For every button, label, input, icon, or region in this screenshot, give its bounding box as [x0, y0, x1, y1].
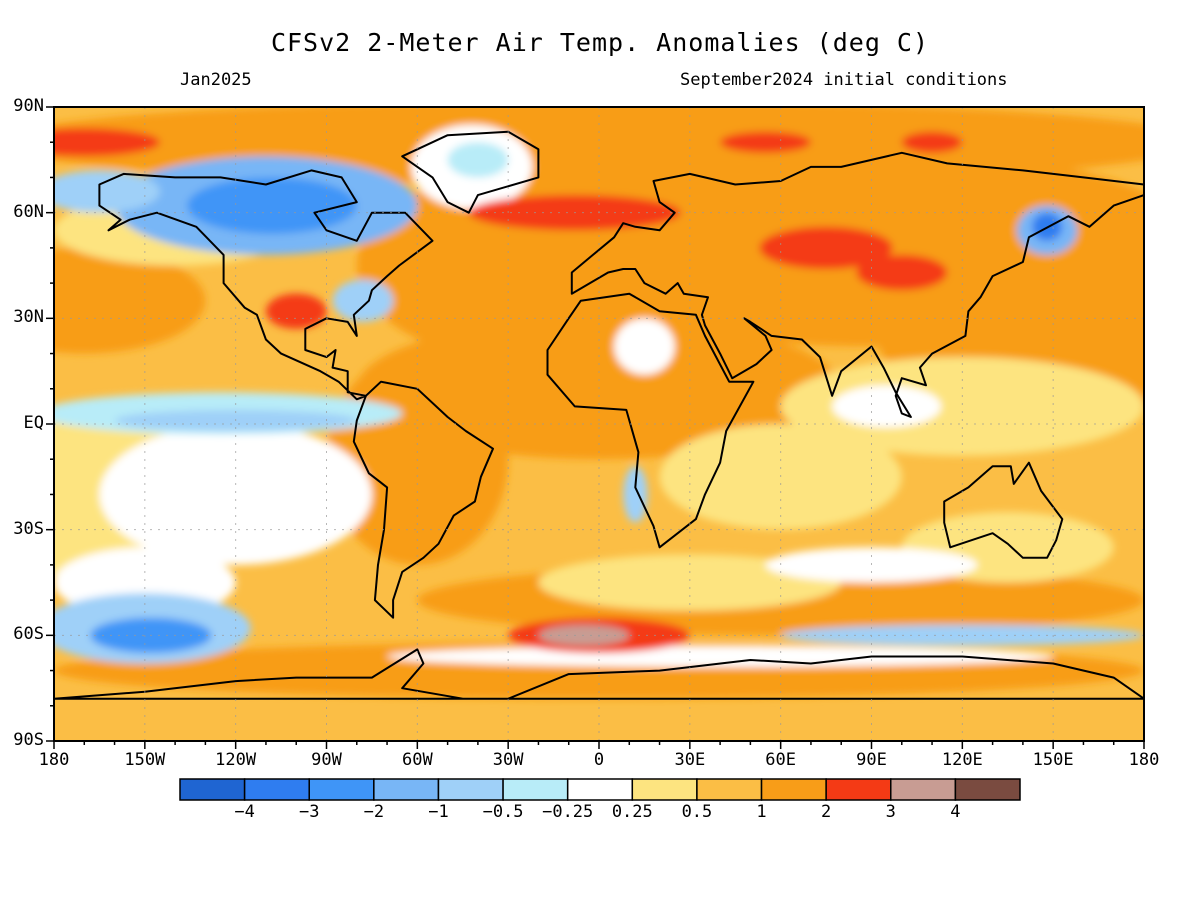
lon-label: 0 [593, 750, 605, 770]
colorbar-label: −1 [428, 802, 449, 822]
texas-hot [265, 293, 327, 329]
colorbar-swatch [308, 778, 375, 801]
kazakhstan-hot [759, 226, 893, 270]
greenland-cool [447, 142, 509, 178]
lon-label: 150E [1032, 750, 1074, 770]
southeast-pacific-white [99, 424, 372, 565]
lon-label: 90E [856, 750, 887, 770]
lon-label: 120E [941, 750, 983, 770]
lat-label: 60S [13, 624, 44, 645]
lat-label: 30N [13, 307, 44, 328]
lon-label: 30E [674, 750, 706, 770]
initial-conditions-label: September2024 initial conditions [680, 70, 1008, 90]
lat-label: EQ [23, 413, 44, 433]
colorbar-label: −2 [363, 802, 385, 822]
lon-label: 180 [38, 750, 70, 770]
lat-label: 90S [13, 730, 44, 750]
colorbar-label: −3 [298, 802, 320, 822]
colorbar-swatch [179, 778, 246, 801]
lon-label: 90W [311, 750, 342, 770]
colorbar-swatch [566, 778, 634, 801]
colorbar-label: 4 [950, 802, 961, 822]
lat-label: 60N [13, 201, 44, 222]
east-us-cool [332, 279, 394, 322]
lat-label: 90N [13, 96, 44, 116]
benguela-cool [623, 466, 648, 523]
colorbar-label: 3 [885, 802, 896, 822]
lon-label: 60E [765, 750, 797, 770]
mongolia-hot [856, 254, 948, 291]
chukchi-hot [54, 128, 160, 157]
map-title: CFSv2 2-Meter Air Temp. Anomalies (deg C… [270, 28, 930, 57]
lon-label: 30W [492, 750, 524, 770]
north-america-coast [98, 169, 434, 401]
colorbar-swatch [631, 778, 698, 801]
colorbar-swatch [437, 778, 504, 801]
valid-month-label: Jan2025 [180, 70, 252, 90]
north-pacific-warm [54, 247, 206, 354]
barents-hot [720, 131, 811, 153]
alaska-cool [54, 170, 160, 213]
colorbar-swatch [373, 778, 440, 801]
canada-cool-core [187, 177, 357, 234]
antarctica-coast [54, 648, 1144, 700]
sahara-white [614, 318, 675, 375]
colorbar-label: 1 [756, 802, 767, 822]
colorbar-swatch [890, 778, 957, 801]
colorbar-swatch [502, 778, 569, 801]
lon-label: 150W [124, 750, 166, 770]
indian-ocean-white [832, 385, 942, 428]
colorbar-label: −4 [234, 802, 255, 822]
laptev-hot [901, 131, 963, 153]
lon-label: 120W [215, 750, 257, 770]
eurasia-coast [570, 151, 1144, 418]
antarctic-coast-white [387, 645, 1054, 668]
colorbar-swatch [760, 778, 827, 801]
colorbar-swatch [825, 778, 892, 801]
south-atlantic-yellow [538, 554, 842, 611]
colorbar-swatch [243, 778, 310, 801]
lat-label: 30S [13, 518, 44, 539]
maritime-continent-yellow [780, 357, 1144, 456]
colorbar-swatch [954, 778, 1021, 801]
colorbar-label: −0.25 [542, 802, 594, 822]
lon-label: 60W [401, 750, 433, 770]
colorbar-label: 0.25 [611, 802, 653, 822]
colorbar-label: 0.5 [681, 802, 713, 822]
australia-coast [943, 461, 1064, 559]
colorbar-swatch [696, 778, 763, 801]
colorbar-label: −0.5 [482, 802, 524, 822]
greenland-coast [401, 130, 540, 214]
lon-label: 180 [1128, 750, 1160, 770]
south-america-coast [352, 380, 494, 619]
colorbar-label: 2 [821, 802, 832, 822]
